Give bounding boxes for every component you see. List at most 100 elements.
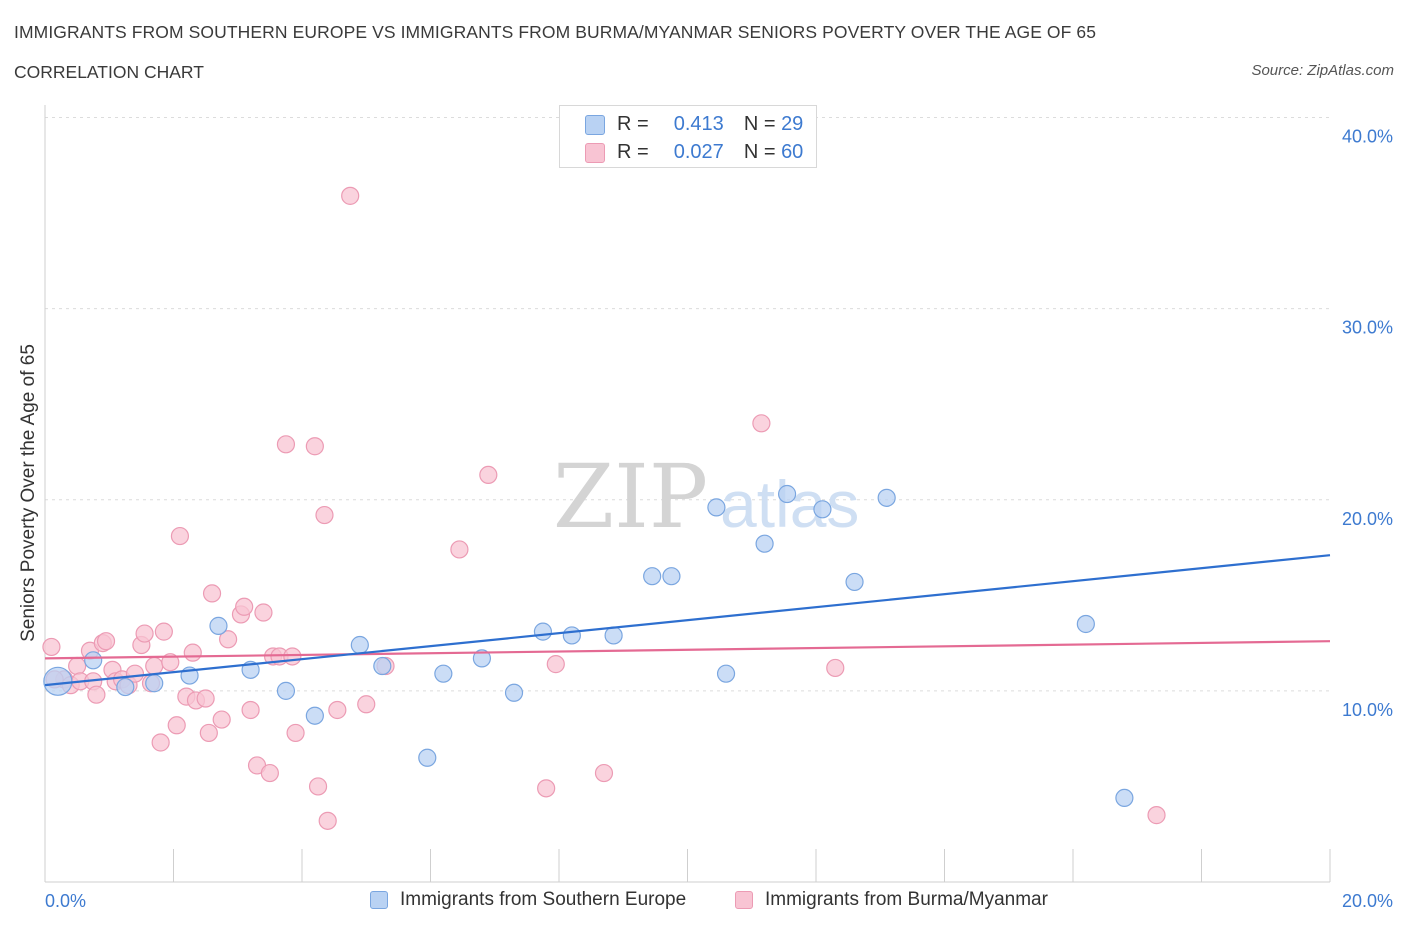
n-label: N = xyxy=(743,141,776,163)
blue-points xyxy=(43,484,1134,808)
blue-point-5 xyxy=(209,616,228,635)
pink-point-33 xyxy=(235,597,254,616)
pink-swatch xyxy=(585,142,605,163)
pink-point-41 xyxy=(283,647,302,666)
blue-point-24 xyxy=(813,500,832,519)
pink-point-21 xyxy=(161,653,180,672)
blue-swatch xyxy=(585,114,605,135)
pink-point-3 xyxy=(68,656,87,676)
y-tick-label-0: 10.0% xyxy=(1342,700,1393,720)
r-label: R = xyxy=(617,113,649,135)
blue-point-18 xyxy=(643,567,662,586)
x-tick-label-min: 0.0% xyxy=(45,891,86,911)
stats-legend: R = 0.413 N = 29 R = 0.027 N = 60 xyxy=(559,105,817,168)
pink-point-22 xyxy=(167,716,186,735)
blue-point-28 xyxy=(1115,788,1134,808)
blue-point-17 xyxy=(604,626,623,645)
pink-point-56 xyxy=(752,414,771,433)
blue-point-3 xyxy=(145,674,164,693)
pink-point-25 xyxy=(183,643,202,662)
stats-row-blue: R = 0.413 N = 29 xyxy=(585,113,803,136)
legend-item-southern-europe[interactable]: Immigrants from Southern Europe xyxy=(370,889,686,911)
legend-label: Immigrants from Southern Europe xyxy=(400,889,687,910)
blue-point-25 xyxy=(845,572,864,592)
axes xyxy=(44,105,1331,883)
tick-labels: 10.0% 20.0% 30.0% 40.0% 0.0% 20.0% xyxy=(45,127,1393,912)
watermark-zip: ZIP xyxy=(553,445,708,548)
blue-point-0 xyxy=(43,666,73,696)
blue-point-16 xyxy=(562,626,581,645)
n-label: N = xyxy=(743,113,776,135)
pink-point-0 xyxy=(42,637,61,657)
blue-point-19 xyxy=(662,567,681,586)
blue-point-20 xyxy=(707,498,726,517)
pink-point-19 xyxy=(151,733,170,752)
r-value: 0.027 xyxy=(673,141,724,163)
r-label: R = xyxy=(617,141,649,163)
pink-point-30 xyxy=(212,710,231,729)
pink-point-28 xyxy=(199,723,218,743)
legend-item-burma-myanmar[interactable]: Immigrants from Burma/Myanmar xyxy=(735,889,1048,911)
blue-point-27 xyxy=(1076,614,1095,634)
pink-point-40 xyxy=(276,435,296,454)
blue-point-13 xyxy=(472,649,491,668)
pink-point-49 xyxy=(357,695,376,714)
blue-point-9 xyxy=(350,635,369,655)
pink-point-53 xyxy=(537,779,556,798)
legend-label: Immigrants from Burma/Myanmar xyxy=(765,889,1048,910)
y-axis-label: Seniors Poverty Over the Age of 65 xyxy=(18,344,39,642)
pink-point-45 xyxy=(315,505,334,525)
pink-point-34 xyxy=(241,700,260,720)
pink-point-37 xyxy=(260,763,279,783)
x-tick-label-max: 20.0% xyxy=(1342,891,1393,911)
r-value: 0.413 xyxy=(673,113,724,135)
blue-point-15 xyxy=(533,622,553,641)
pink-point-27 xyxy=(196,689,215,708)
blue-point-23 xyxy=(777,484,797,504)
pink-point-36 xyxy=(254,603,273,622)
pink-point-47 xyxy=(328,700,347,720)
pink-point-16 xyxy=(135,624,154,643)
pink-point-43 xyxy=(305,437,324,456)
pink-point-29 xyxy=(202,584,222,603)
blue-point-8 xyxy=(305,706,324,725)
watermark-atlas: atlas xyxy=(720,467,859,541)
blue-point-22 xyxy=(755,534,774,553)
pink-point-7 xyxy=(87,685,106,704)
pink-point-55 xyxy=(594,763,614,783)
pink-point-23 xyxy=(170,526,190,546)
blue-point-11 xyxy=(418,748,437,767)
pink-point-31 xyxy=(219,630,238,649)
blue-point-26 xyxy=(877,488,896,507)
blue-point-7 xyxy=(276,681,296,700)
pink-point-57 xyxy=(826,658,845,678)
blue-point-12 xyxy=(434,664,453,683)
pink-swatch xyxy=(735,891,753,909)
pink-point-20 xyxy=(154,622,173,641)
pink-point-58 xyxy=(1147,806,1166,825)
chart-title: IMMIGRANTS FROM SOUTHERN EUROPE VS IMMIG… xyxy=(14,22,1097,42)
trend-lines xyxy=(44,554,1331,687)
pink-point-52 xyxy=(479,465,498,485)
pink-point-48 xyxy=(341,186,360,205)
pink-point-44 xyxy=(308,777,328,796)
series-legend: Immigrants from Southern Europe Immigran… xyxy=(0,889,1406,917)
chart-subtitle: CORRELATION CHART xyxy=(14,62,204,82)
pink-point-54 xyxy=(546,655,565,674)
watermark: ZIP atlas xyxy=(553,445,859,548)
pink-point-46 xyxy=(318,811,337,830)
blue-trend-line xyxy=(44,554,1331,687)
pink-point-14 xyxy=(125,664,145,683)
pink-point-42 xyxy=(286,723,305,743)
pink-point-9 xyxy=(96,632,116,651)
stats-row-pink: R = 0.027 N = 60 xyxy=(585,141,803,164)
blue-point-10 xyxy=(373,656,392,676)
y-tick-label-1: 20.0% xyxy=(1342,509,1393,529)
pink-point-18 xyxy=(145,656,164,676)
y-tick-label-3: 40.0% xyxy=(1342,127,1393,147)
blue-point-21 xyxy=(716,664,736,683)
blue-point-2 xyxy=(116,677,135,697)
pink-point-51 xyxy=(450,540,469,559)
blue-point-14 xyxy=(504,683,524,702)
